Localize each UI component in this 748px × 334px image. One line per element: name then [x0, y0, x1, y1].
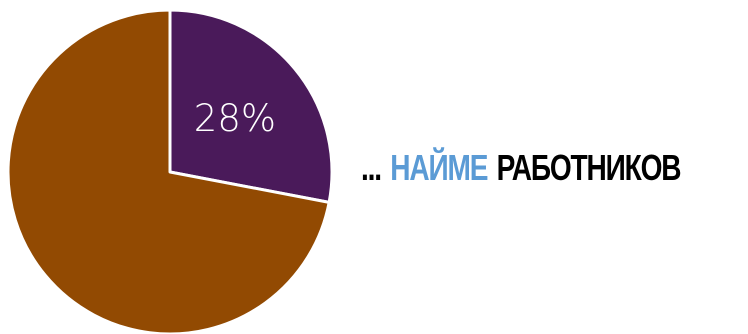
pie-slices: [6, 8, 334, 334]
pie-slice-1: [168, 8, 334, 204]
caption: ... НАЙМЕ РАБОТНИКОВ: [361, 143, 682, 193]
caption-prefix: ...: [361, 147, 382, 188]
pie-slice-2: [6, 8, 331, 334]
caption-rest: РАБОТНИКОВ: [496, 147, 682, 188]
pie-labels: 28%: [194, 97, 276, 140]
pie-chart: 28%: [6, 8, 334, 334]
caption-highlight: НАЙМЕ: [390, 147, 488, 188]
pie-slice-label-1: 28%: [194, 97, 276, 140]
